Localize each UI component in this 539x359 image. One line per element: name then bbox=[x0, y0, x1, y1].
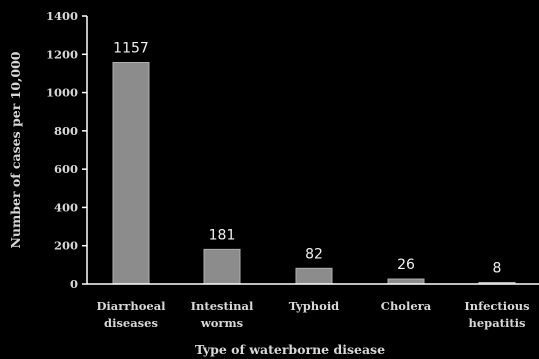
bar-data-label: 1157 bbox=[113, 41, 149, 57]
x-axis-categories: Diarrhoeal diseases Intestinal worms Typhoid… bbox=[96, 299, 529, 330]
bar-data-label: 181 bbox=[209, 227, 236, 243]
y-tick-label: 800 bbox=[54, 124, 78, 138]
x-axis-title: Type of waterborne disease bbox=[195, 342, 385, 357]
y-tick-label: 0 bbox=[70, 277, 78, 291]
x-category-label: Intestinal bbox=[191, 299, 254, 313]
x-category-label: diseases bbox=[104, 316, 158, 330]
y-axis-title: Number of cases per 10,000 bbox=[8, 51, 23, 248]
y-tick-label: 1200 bbox=[46, 47, 78, 61]
y-tick-label: 600 bbox=[54, 162, 78, 176]
x-category-label: Diarrhoeal bbox=[96, 299, 166, 313]
y-tick-label: 400 bbox=[54, 200, 78, 214]
bar bbox=[112, 62, 150, 285]
y-tick-label: 200 bbox=[54, 239, 78, 253]
bar-data-label: 82 bbox=[305, 246, 323, 262]
bar bbox=[295, 267, 333, 285]
data-labels: 1157 181 82 26 8 bbox=[113, 41, 501, 277]
y-tick-label: 1000 bbox=[46, 86, 78, 100]
bars bbox=[112, 62, 516, 285]
x-category-label: worms bbox=[200, 316, 243, 330]
bar-data-label: 8 bbox=[493, 260, 502, 276]
y-tick-label: 1400 bbox=[46, 9, 78, 23]
x-category-label: Cholera bbox=[381, 299, 432, 313]
bar-data-label: 26 bbox=[397, 257, 415, 273]
x-category-label: hepatitis bbox=[468, 316, 525, 330]
x-category-label: Typhoid bbox=[289, 299, 339, 313]
x-category-label: Infectious bbox=[464, 299, 529, 313]
y-axis-ticks: 0 200 400 600 800 1000 1200 1400 bbox=[46, 9, 87, 291]
bar bbox=[203, 248, 241, 285]
